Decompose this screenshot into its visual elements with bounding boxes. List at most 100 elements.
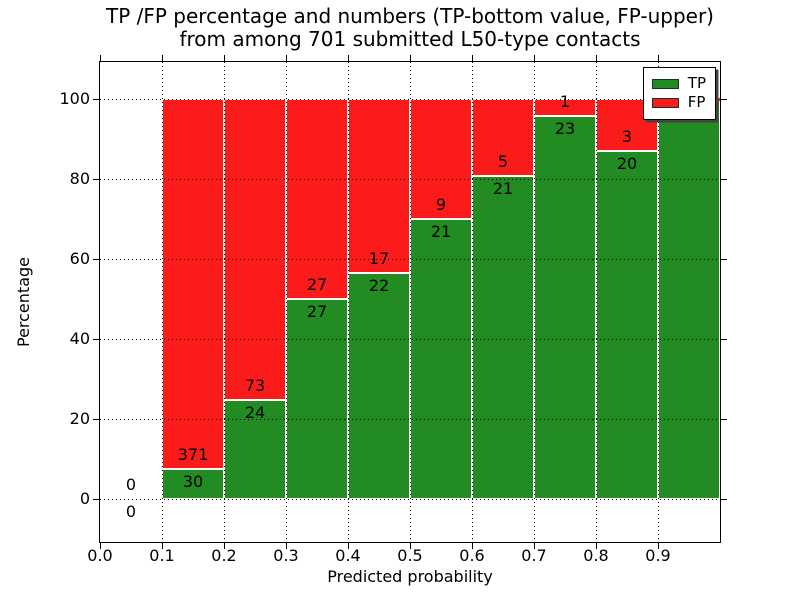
bar-fp-count-label: 3: [621, 127, 633, 147]
bar-fp-count-label: 371: [177, 445, 209, 465]
bar-segment-tp: [534, 115, 596, 499]
x-tick-label: 0.3: [273, 546, 299, 565]
chart-title: TP /FP percentage and numbers (TP-bottom…: [100, 5, 720, 51]
chart-title-line2: from among 701 submitted L50-type contac…: [179, 27, 641, 51]
bar-tp-count-label: 27: [306, 302, 328, 321]
y-tick-mark-right: [721, 259, 727, 260]
y-tick-mark-right: [721, 499, 727, 500]
bar-fp-count-label: 1: [559, 91, 571, 111]
bar-segment-tp: [410, 219, 472, 499]
x-tick-mark: [224, 543, 225, 549]
bar-segment-tp: [348, 273, 410, 499]
x-tick-mark: [596, 543, 597, 549]
legend: TP FP: [642, 67, 716, 120]
x-tick-label: 0.2: [211, 546, 237, 565]
x-tick-label: 0.6: [459, 546, 485, 565]
x-tick-mark: [534, 543, 535, 549]
y-tick-label: 60: [69, 249, 90, 268]
bar-segment-fp: [286, 99, 348, 299]
x-tick-label: 0.0: [87, 546, 113, 565]
bar-segment-tp: [472, 175, 534, 499]
y-tick-mark-right: [721, 419, 727, 420]
bar-segment-fp: [410, 99, 472, 219]
bar-segment-tp: [286, 299, 348, 499]
x-gridline: [347, 62, 349, 542]
y-tick-label: 100: [59, 89, 90, 108]
legend-label-tp: TP: [687, 74, 706, 92]
y-axis-label: Percentage: [14, 256, 33, 348]
x-tick-mark: [348, 543, 349, 549]
x-tick-mark-top: [410, 55, 411, 61]
y-tick-mark: [93, 179, 99, 180]
x-gridline: [595, 62, 597, 542]
y-tick-mark-right: [721, 99, 727, 100]
bar-tp-count-label: 22: [368, 276, 390, 296]
x-gridline: [471, 62, 473, 542]
bar-segment-tp: [162, 469, 224, 499]
y-tick-mark: [93, 419, 99, 420]
bar-segment-tp: [596, 151, 658, 499]
x-tick-mark: [658, 543, 659, 549]
x-tick-label: 0.9: [645, 546, 671, 565]
x-axis-label: Predicted probability: [327, 567, 493, 586]
x-tick-mark-top: [658, 55, 659, 61]
x-tick-mark-top: [162, 55, 163, 61]
x-tick-mark: [162, 543, 163, 549]
bar-tp-count-label: 21: [430, 222, 452, 241]
bar-fp-count-label: 0: [125, 475, 137, 494]
bar-segment-tp: [658, 99, 720, 499]
x-tick-mark: [286, 543, 287, 549]
bar-fp-count-label: 5: [497, 151, 509, 171]
chart-title-line1: TP /FP percentage and numbers (TP-bottom…: [106, 4, 714, 28]
y-tick-mark-right: [721, 339, 727, 340]
x-tick-mark-top: [100, 55, 101, 61]
legend-label-fp: FP: [687, 93, 706, 111]
x-gridline: [161, 62, 163, 542]
bar-segment-tp: [224, 400, 286, 499]
x-tick-mark-top: [534, 55, 535, 61]
bar-fp-count-label: 73: [244, 376, 266, 396]
fp-swatch-icon: [651, 97, 679, 108]
x-gridline: [409, 62, 411, 542]
y-tick-mark: [93, 99, 99, 100]
bar-segment-fp: [348, 99, 410, 274]
bar-fp-count-label: 17: [368, 249, 390, 269]
y-tick-label: 80: [69, 169, 90, 188]
x-tick-label: 0.8: [583, 546, 609, 565]
x-tick-label: 0.4: [335, 546, 361, 565]
x-gridline: [657, 62, 659, 542]
y-tick-label: 0: [79, 489, 90, 508]
x-tick-mark-top: [224, 55, 225, 61]
bar-fp-count-label: 9: [435, 195, 447, 214]
bar-tp-count-label: 20: [616, 154, 638, 174]
bar-segment-fp: [224, 99, 286, 401]
x-tick-label: 0.7: [521, 546, 547, 565]
y-tick-mark: [93, 339, 99, 340]
x-tick-mark-top: [348, 55, 349, 61]
bar-tp-count-label: 21: [492, 178, 514, 198]
x-tick-mark-top: [286, 55, 287, 61]
y-tick-mark: [93, 259, 99, 260]
x-tick-label: 0.5: [397, 546, 423, 565]
plot-area: 003713073242727172292152112332007 TP FP: [99, 61, 721, 543]
bar-tp-count-label: 24: [244, 403, 266, 423]
legend-item-fp: FP: [651, 93, 706, 111]
x-tick-label: 0.1: [149, 546, 175, 565]
x-gridline: [533, 62, 535, 542]
bar-segment-fp: [472, 99, 534, 176]
y-tick-label: 20: [69, 409, 90, 428]
x-tick-mark-top: [472, 55, 473, 61]
x-tick-mark-top: [596, 55, 597, 61]
bar-tp-count-label: 23: [554, 118, 576, 138]
y-tick-mark-right: [721, 179, 727, 180]
legend-item-tp: TP: [651, 74, 706, 92]
bar-tp-count-label: 30: [182, 472, 204, 492]
x-tick-mark: [410, 543, 411, 549]
bar-tp-count-label: 0: [125, 502, 137, 521]
bar-segment-fp: [162, 99, 224, 470]
y-tick-label: 40: [69, 329, 90, 348]
x-tick-mark: [472, 543, 473, 549]
x-tick-mark: [100, 543, 101, 549]
bar-fp-count-label: 27: [306, 275, 328, 294]
